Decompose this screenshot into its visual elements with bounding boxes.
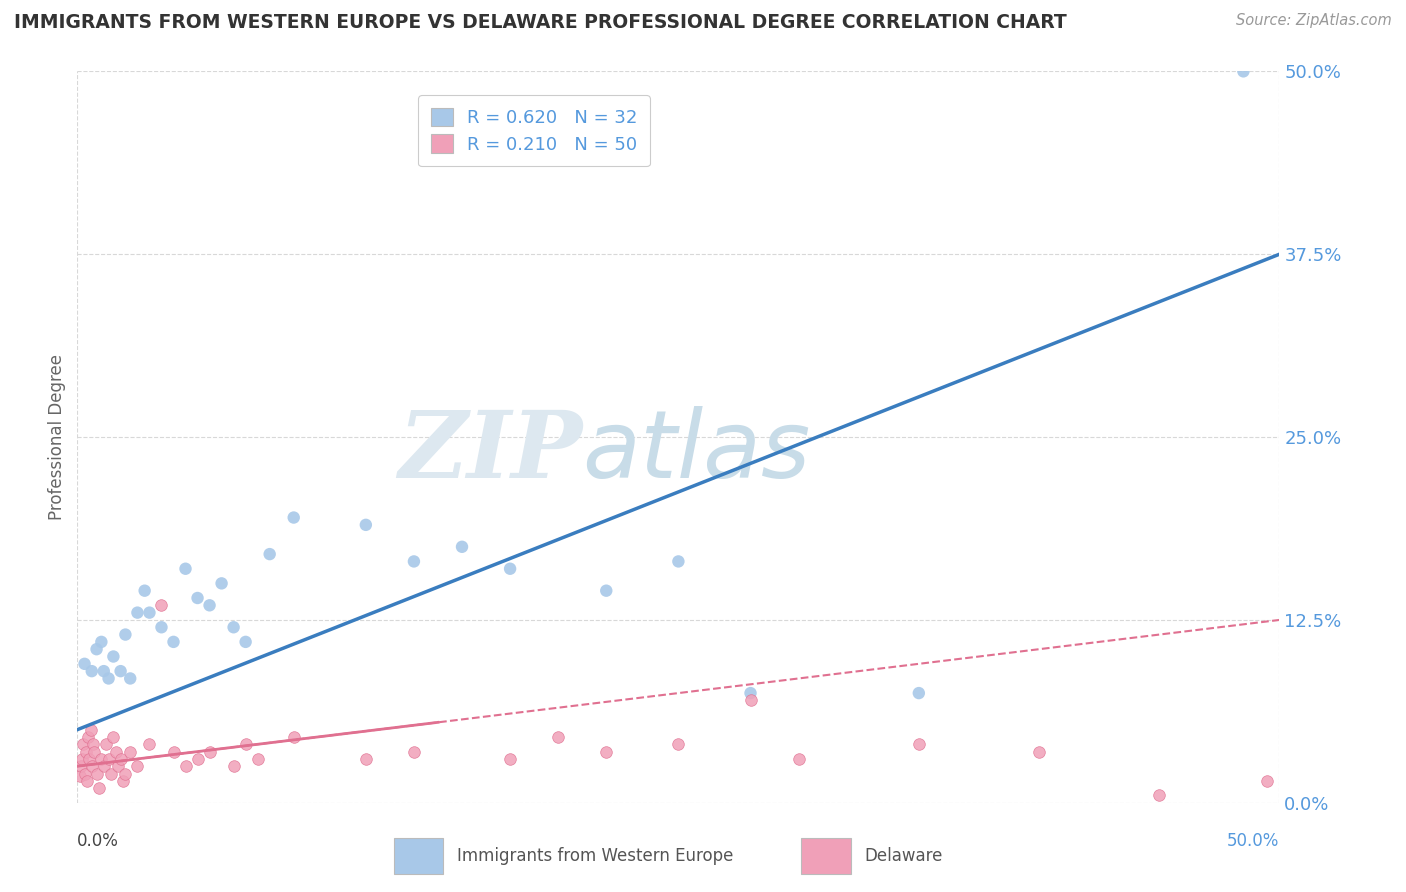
Point (93, 664, 115, 678)
Point (174, 562, 197, 576)
Point (86, 766, 108, 780)
Point (96, 737, 118, 751)
FancyBboxPatch shape (801, 838, 851, 874)
Point (908, 686, 931, 700)
Point (174, 759, 197, 773)
Point (93, 759, 115, 773)
Point (127, 759, 149, 773)
Point (595, 583, 617, 598)
Point (90, 752, 112, 766)
Point (235, 737, 257, 751)
Point (79, 752, 101, 766)
Point (80, 664, 103, 678)
Point (103, 649, 125, 664)
Point (70, 752, 93, 766)
Point (211, 576, 233, 591)
Text: Delaware: Delaware (865, 847, 943, 865)
Point (110, 752, 132, 766)
Text: atlas: atlas (582, 406, 810, 497)
Point (73, 657, 96, 671)
Point (70, 759, 93, 773)
Point (69, 769, 91, 783)
Point (114, 766, 136, 780)
Text: 0.0%: 0.0% (77, 832, 120, 850)
Point (82, 737, 104, 751)
Text: Source: ZipAtlas.com: Source: ZipAtlas.com (1236, 13, 1392, 29)
Point (186, 591, 209, 605)
Point (86, 642, 108, 657)
Text: IMMIGRANTS FROM WESTERN EUROPE VS DELAWARE PROFESSIONAL DEGREE CORRELATION CHART: IMMIGRANTS FROM WESTERN EUROPE VS DELAWA… (14, 13, 1067, 32)
Point (402, 554, 425, 568)
Point (451, 540, 474, 554)
Point (90, 635, 112, 649)
Point (235, 635, 257, 649)
Point (120, 672, 142, 686)
Text: 50.0%: 50.0% (1227, 832, 1279, 850)
Point (283, 730, 305, 744)
Point (110, 664, 132, 678)
Point (77, 730, 100, 744)
Point (75, 745, 97, 759)
Point (162, 635, 184, 649)
Point (97, 672, 120, 686)
Point (198, 599, 221, 613)
Point (499, 562, 522, 576)
Point (283, 510, 305, 524)
Text: Immigrants from Western Europe: Immigrants from Western Europe (457, 847, 734, 865)
Point (1232, 64, 1254, 78)
Point (73, 766, 96, 780)
Point (186, 752, 209, 766)
Text: ZIP: ZIP (398, 407, 582, 497)
FancyBboxPatch shape (394, 838, 443, 874)
Point (740, 686, 762, 700)
Point (1149, 789, 1171, 803)
Point (908, 737, 931, 751)
Point (103, 730, 125, 744)
Point (354, 752, 377, 766)
Point (72, 737, 94, 751)
Point (198, 745, 221, 759)
Point (740, 693, 762, 707)
Point (80, 759, 103, 773)
Point (107, 759, 129, 773)
Point (354, 517, 377, 532)
Y-axis label: Professional Degree: Professional Degree (48, 354, 66, 520)
Point (138, 737, 160, 751)
Point (259, 547, 281, 561)
Point (246, 752, 269, 766)
Point (222, 620, 245, 634)
Point (150, 620, 173, 634)
Point (111, 773, 134, 788)
Point (668, 737, 690, 751)
Point (222, 759, 245, 773)
Point (150, 599, 173, 613)
Point (787, 752, 810, 766)
Point (134, 583, 156, 598)
Point (79, 723, 101, 737)
Point (595, 745, 617, 759)
Point (1028, 745, 1050, 759)
Point (547, 730, 569, 744)
Point (97, 752, 120, 766)
Point (87, 781, 110, 796)
Point (499, 752, 522, 766)
Point (138, 606, 160, 620)
Point (114, 627, 136, 641)
Point (1256, 773, 1278, 788)
Point (402, 745, 425, 759)
Point (127, 606, 149, 620)
Point (76, 773, 98, 788)
Point (104, 745, 127, 759)
Point (120, 745, 142, 759)
Point (83, 745, 105, 759)
Point (162, 745, 184, 759)
Point (100, 766, 122, 780)
Point (668, 554, 690, 568)
Legend: R = 0.620   N = 32, R = 0.210   N = 50: R = 0.620 N = 32, R = 0.210 N = 50 (418, 95, 650, 166)
